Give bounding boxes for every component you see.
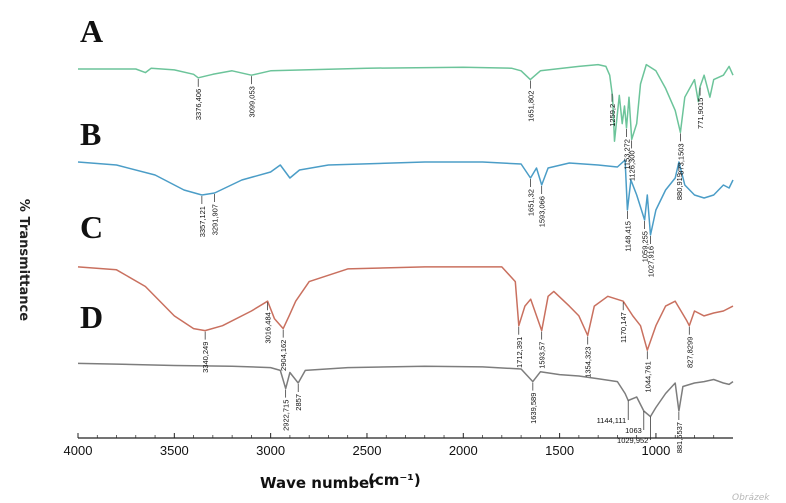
peak-label: 827,8299 (685, 337, 694, 368)
peak-label: 2904,162 (279, 340, 288, 371)
peak-label: 1153,272 (622, 139, 631, 170)
peak-label: 1059,255 (641, 231, 650, 262)
spectra (77, 63, 734, 418)
x-axis-unit: (cm⁻¹) (368, 471, 421, 489)
x-tick-label: 3000 (256, 443, 285, 458)
peak-label: 1029,952 (617, 436, 648, 445)
peak-label: 3016,484 (264, 312, 273, 343)
panel-label-c: C (80, 209, 103, 245)
peak-label: 873,1503 (676, 143, 685, 174)
spectrum-line-b (77, 159, 734, 236)
spectrum-line-a (78, 63, 734, 142)
peak-label: 1063 (625, 426, 642, 435)
x-axis: 4000 3500 3000 2500 2000 1500 1000 (64, 433, 733, 458)
peak-label: 1144,111 (597, 416, 627, 425)
x-tick-label: 1000 (641, 443, 670, 458)
spectrum-line-c (77, 266, 734, 351)
watermark: Obrázek (732, 493, 770, 503)
peak-label: 3357,121 (198, 206, 207, 237)
y-axis-label: % Transmittance (16, 199, 31, 321)
peak-label: 1651,32 (527, 189, 536, 216)
x-tick-label: 2500 (353, 443, 382, 458)
x-tick-label: 4000 (64, 443, 93, 458)
peak-label: 1259,2 (608, 104, 617, 127)
x-axis-label: Wave number (260, 474, 377, 492)
spectrum-line-d (77, 362, 734, 418)
peak-label: 1639,589 (529, 393, 538, 424)
peak-label: 1593,57 (538, 342, 547, 369)
peak-label: 880,919 (675, 173, 684, 200)
x-tick-label: 1500 (545, 443, 574, 458)
panel-label-a: A (80, 13, 103, 49)
peak-label: 1027,916 (647, 246, 656, 277)
peak-label: 1126,300 (628, 150, 637, 181)
peak-label: 1593,066 (538, 196, 547, 227)
peak-label: 3291,907 (211, 204, 220, 235)
peak-label: 1044,761 (643, 361, 652, 392)
peak-label: 1354,323 (584, 347, 593, 378)
peak-label: 1651,802 (526, 91, 535, 122)
peak-label: 771,9015 (696, 98, 705, 129)
peak-label: 1170,147 (619, 312, 628, 343)
panel-labels: A B C D (80, 13, 103, 335)
peak-label: 2857 (294, 394, 303, 411)
panel-label-d: D (80, 299, 103, 335)
peak-label: 2922,715 (282, 400, 291, 431)
peak-label: 3099,053 (248, 86, 257, 117)
peak-label: 1712,391 (515, 337, 524, 368)
peak-label: 1148,415 (623, 221, 632, 252)
x-tick-label: 2000 (449, 443, 478, 458)
peak-label: 3376,406 (194, 89, 203, 120)
panel-label-b: B (80, 116, 101, 152)
x-tick-label: 3500 (160, 443, 189, 458)
peak-annotations: 3376,406 3099,053 1651,802 1259,21153,27211… (194, 76, 705, 453)
peak-label: 3340,249 (201, 342, 210, 373)
